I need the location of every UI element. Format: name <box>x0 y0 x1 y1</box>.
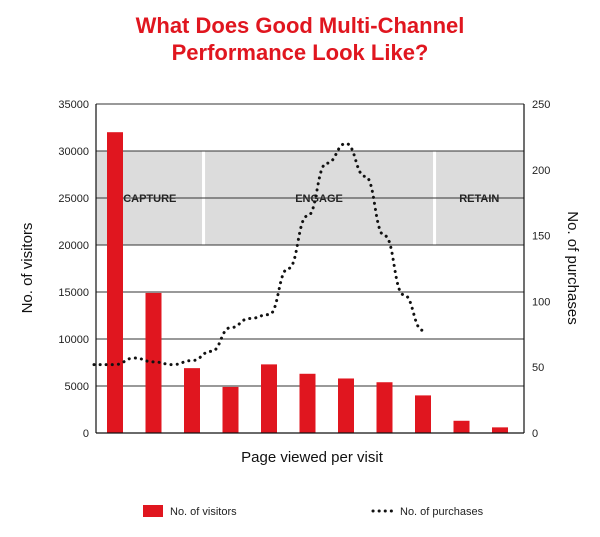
legend-swatch-visitors <box>143 505 163 517</box>
legend: No. of visitors No. of purchases <box>143 505 484 518</box>
y-left-tick-label: 30000 <box>58 146 89 158</box>
y-right-tick-label: 100 <box>532 296 550 308</box>
y-left-tick-label: 0 <box>83 428 89 440</box>
y-right-tick-label: 50 <box>532 362 544 374</box>
y-right-tick-label: 200 <box>532 165 550 177</box>
bar-visitors-5 <box>261 364 277 433</box>
bar-visitors-10 <box>453 420 470 433</box>
bar-visitors-1 <box>107 132 123 433</box>
legend-label-visitors: No. of visitors <box>170 506 237 518</box>
band-label-retain: RETAIN <box>459 193 499 205</box>
bar-visitors-6 <box>299 373 316 433</box>
legend-label-purchases: No. of purchases <box>400 506 484 518</box>
y-left-tick-label: 20000 <box>58 240 89 252</box>
band-label-capture: CAPTURE <box>123 193 176 205</box>
bar-visitors-9 <box>415 395 431 433</box>
y-left-tick-label: 10000 <box>58 334 89 346</box>
bar-visitors-8 <box>376 382 393 433</box>
line-purchases <box>92 141 425 367</box>
chart-title-line-2: Performance Look Like? <box>171 40 429 65</box>
purchase-line <box>92 141 425 367</box>
bar-visitors-3 <box>184 368 200 433</box>
bar-visitors-4 <box>222 386 239 433</box>
x-axis-title: Page viewed per visit <box>241 449 384 466</box>
y-axis-left-title: No. of visitors <box>19 223 36 314</box>
bar-visitors-7 <box>338 378 354 433</box>
y-axis-right-title: No. of purchases <box>564 211 581 324</box>
y-left-tick-label: 5000 <box>65 381 89 393</box>
tick-labels: 0 5000 10000 15000 20000 25000 30000 35000 0 50 10… <box>58 99 550 440</box>
y-right-tick-label: 150 <box>532 231 550 243</box>
chart-title: What Does Good Multi-Channel Performance… <box>0 12 600 66</box>
visitor-bars <box>107 132 508 433</box>
y-right-tick-label: 250 <box>532 99 550 111</box>
bar-visitors-11 <box>492 427 508 433</box>
axes <box>95 104 525 434</box>
y-left-tick-label: 15000 <box>58 287 89 299</box>
y-right-tick-label: 0 <box>532 428 538 440</box>
y-left-tick-label: 25000 <box>58 193 89 205</box>
gridlines <box>96 103 524 387</box>
band-label-engage: ENGAGE <box>295 193 343 205</box>
chart-title-line-1: What Does Good Multi-Channel <box>135 13 465 38</box>
y-left-tick-label: 35000 <box>58 99 89 111</box>
